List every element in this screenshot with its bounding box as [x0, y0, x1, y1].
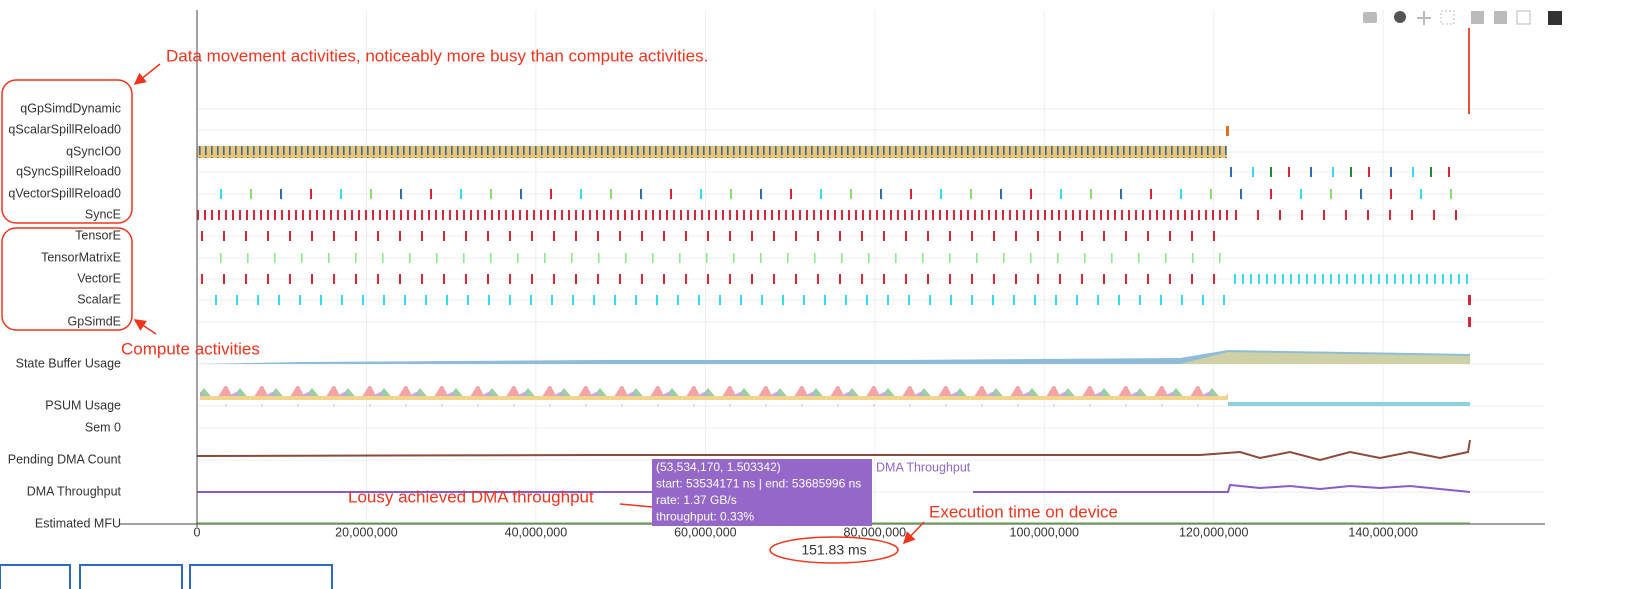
logo-icon[interactable] [1548, 11, 1562, 25]
row-label: TensorE [75, 228, 121, 242]
track [197, 231, 1229, 241]
tooltip-line: rate: 1.37 GB/s [656, 493, 737, 507]
row-label: State Buffer Usage [16, 356, 121, 370]
track [197, 274, 1229, 284]
track [197, 146, 1227, 158]
execution-time: 151.83 ms [801, 542, 866, 558]
track [1226, 126, 1229, 136]
tooltip-line: throughput: 0.33% [656, 510, 754, 524]
grid [196, 10, 1545, 524]
x-tick-label: 100,000,000 [1010, 525, 1080, 539]
row-label: qVectorSpillReload0 [8, 186, 121, 200]
autoscale-icon[interactable] [1516, 10, 1531, 25]
toolbar [1363, 10, 1562, 25]
row-label: SyncE [85, 207, 121, 221]
row-label: GpSimdE [68, 314, 122, 328]
row-label: Pending DMA Count [8, 452, 122, 466]
highlight-ellipse [769, 536, 899, 564]
line [196, 439, 1471, 462]
track [197, 295, 1229, 305]
row-label: TensorMatrixE [41, 250, 121, 264]
select-icon[interactable] [1440, 10, 1455, 25]
zoom-icon[interactable] [1394, 11, 1406, 23]
arrow [902, 521, 925, 545]
x-tick-label: 0 [194, 525, 201, 539]
tooltip-text: (53,534,170, 1.503342) start: 53534171 ns… [656, 460, 861, 524]
row-label: qScalarSpillReload0 [8, 122, 121, 136]
area [1180, 352, 1470, 364]
arrow [133, 319, 157, 335]
track [197, 210, 1229, 220]
track [1468, 295, 1471, 305]
row-label: Estimated MFU [35, 516, 121, 530]
row-label: qSyncSpillReload0 [16, 164, 121, 178]
track [1229, 274, 1471, 284]
row-label: qSyncIO0 [66, 144, 121, 158]
row-label: Sem 0 [85, 420, 121, 434]
row-label: ScalarE [77, 292, 121, 306]
area [1228, 402, 1470, 406]
labels: qGpSimdDynamic qScalarSpillReload0 qSyncIO… [8, 46, 1418, 539]
x-tick-label: 40,000,000 [505, 525, 568, 539]
tooltip-line: start: 53534171 ns | end: 53685996 ns [656, 477, 861, 491]
highlight-box [1, 227, 133, 331]
x-tick-label: 60,000,000 [674, 525, 737, 539]
tooltip-line: (53,534,170, 1.503342) [656, 460, 781, 474]
event-tracks [196, 28, 1471, 524]
highlight-box [1, 79, 133, 224]
arrow [133, 63, 161, 85]
annotation: Compute activities [121, 339, 260, 358]
x-tick-label: 140,000,000 [1348, 525, 1418, 539]
track [1228, 167, 1468, 177]
annotation: Execution time on device [929, 502, 1118, 521]
row-label: DMA Throughput [27, 484, 122, 498]
zoom-out-icon[interactable] [1494, 11, 1507, 24]
button[interactable] [0, 564, 71, 589]
button[interactable] [79, 564, 183, 589]
track [1229, 210, 1471, 220]
buttons [0, 564, 333, 589]
button[interactable] [189, 564, 333, 589]
row-label: VectorE [77, 271, 121, 285]
track [1468, 28, 1470, 114]
area [197, 350, 1470, 364]
x-tick-label: 120,000,000 [1179, 525, 1249, 539]
annotation: Lousy achieved DMA throughput [348, 487, 594, 506]
track [1468, 317, 1471, 327]
pan-icon[interactable] [1417, 11, 1431, 25]
area [200, 386, 1228, 406]
hover-series-name: DMA Throughput [876, 460, 971, 474]
x-tick-label: 20,000,000 [335, 525, 398, 539]
track [197, 253, 1229, 263]
camera-icon[interactable] [1363, 12, 1377, 23]
annotation: Data movement activities, noticeably mor… [166, 46, 708, 65]
x-tick-label: 80,000,000 [844, 525, 907, 539]
row-label: PSUM Usage [45, 398, 121, 412]
tooltip [652, 459, 872, 526]
zoom-in-icon[interactable] [1471, 11, 1484, 24]
row-label: qGpSimdDynamic [20, 101, 121, 115]
track [200, 189, 1462, 199]
line [973, 483, 1471, 493]
